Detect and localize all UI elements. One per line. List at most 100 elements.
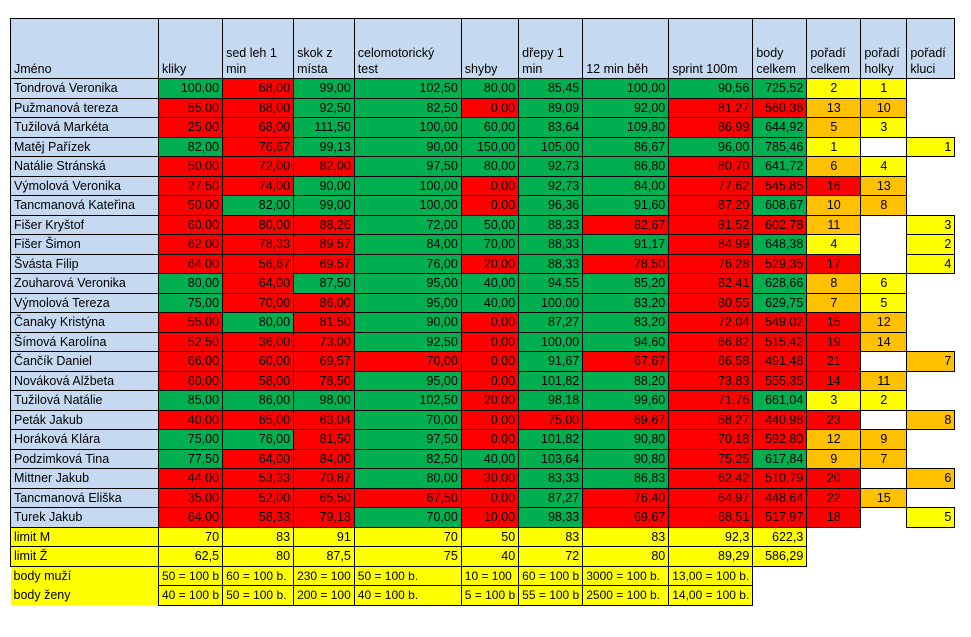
score-cell: 60,00 [157, 214, 224, 235]
score-cell: 80,00 [222, 312, 295, 333]
score-cell: 80,00 [353, 468, 462, 489]
column-header: kliky [157, 18, 224, 79]
limit-row: limit M 70 83 91 70 50 83 83 92,3 622,3 [10, 526, 955, 547]
rank-overall: 21 [806, 351, 862, 372]
column-header: pořadí holky [860, 18, 908, 79]
score-cell: 102,50 [353, 78, 462, 99]
column-header: pořadí celkem [806, 18, 862, 79]
column-header: 12 min běh [582, 18, 670, 79]
score-cell: 100,00 [582, 78, 670, 99]
scoring-rule: 40 = 100 b. [353, 585, 462, 606]
score-cell: 66,82 [668, 331, 754, 352]
score-cell: 99,13 [293, 136, 355, 157]
rank-girls [860, 215, 907, 235]
score-cell: 20,00 [460, 390, 520, 411]
score-cell: 90,00 [353, 312, 462, 333]
student-name: Tužilová Markéta [10, 117, 159, 138]
rank-overall: 12 [806, 429, 862, 450]
score-cell: 75,25 [668, 448, 754, 469]
score-cell: 44,00 [157, 468, 224, 489]
scoring-label: body muží [10, 566, 159, 586]
score-cell: 85,45 [518, 78, 584, 99]
score-cell: 98,33 [518, 507, 584, 528]
scoring-rule: 60 = 100 b [518, 565, 584, 586]
score-cell: 81,50 [293, 429, 355, 450]
column-header: dřepy 1 min [518, 18, 584, 79]
score-cell: 77,62 [668, 175, 754, 196]
score-cell: 70,18 [668, 429, 754, 450]
score-cell: 82,00 [293, 156, 355, 177]
empty-cell [907, 566, 955, 586]
rank-girls: 5 [860, 292, 908, 313]
score-cell: 86,00 [293, 292, 355, 313]
empty-cell [807, 547, 861, 567]
score-cell: 58,33 [222, 507, 295, 528]
score-cell: 82,50 [353, 97, 462, 118]
table-row: Švásta Filip 64,00 56,67 69,57 76,00 20,00 88,… [10, 253, 956, 274]
table-row: Horáková Klára 75,00 76,00 81,50 97,50 0,00 10… [10, 429, 955, 450]
student-name: Tancmanová Kateřina [10, 195, 159, 216]
limit-value: 70 [353, 526, 462, 547]
rank-boys: 1 [906, 136, 956, 157]
table-row: Tancmanová Kateřina 50,00 82,00 99,00 100,00… [10, 195, 955, 216]
score-cell: 27,50 [157, 175, 224, 196]
score-cell: 111,50 [293, 117, 355, 138]
score-cell: 78,50 [293, 370, 355, 391]
rank-boys [906, 78, 955, 98]
rank-girls [860, 254, 907, 274]
score-cell: 82,67 [582, 214, 670, 235]
score-cell: 30,00 [460, 468, 520, 489]
student-name: Nováková Alžbeta [10, 370, 159, 391]
score-cell: 0,00 [460, 429, 520, 450]
table-row: Čanaky Kristýna 55,00 80,00 81,50 90,00 0,00 8… [10, 312, 955, 333]
score-cell: 79,13 [293, 507, 355, 528]
score-cell: 78,50 [582, 253, 670, 274]
score-cell: 515,42 [752, 331, 808, 352]
score-cell: 87,27 [518, 487, 584, 508]
column-header: sprint 100m [668, 18, 754, 79]
table-row: Šímová Karolína 52,50 36,00 73,00 92,50 0,00 1… [10, 331, 955, 352]
scoring-rule: 50 = 100 b [157, 565, 224, 586]
score-cell: 35,00 [157, 487, 224, 508]
score-cell: 641,72 [752, 156, 808, 177]
rank-girls [860, 410, 907, 430]
score-cell: 64,00 [222, 273, 295, 294]
score-cell: 94,55 [518, 273, 584, 294]
rank-girls: 14 [860, 331, 908, 352]
score-cell: 70,00 [353, 409, 462, 430]
student-name: Turek Jakub [10, 507, 159, 528]
limit-value: 89,29 [668, 546, 754, 567]
rank-boys [906, 176, 955, 196]
column-header: sed leh 1 min [222, 18, 295, 79]
score-cell: 64,97 [668, 487, 754, 508]
score-cell: 80,00 [222, 214, 295, 235]
score-cell: 82,00 [157, 136, 224, 157]
rank-girls: 15 [860, 487, 908, 508]
rank-boys: 6 [906, 468, 956, 489]
score-cell: 55,00 [157, 312, 224, 333]
score-cell: 62,00 [157, 234, 224, 255]
score-cell: 50,00 [460, 214, 520, 235]
score-cell: 83,33 [518, 468, 584, 489]
score-cell: 87,20 [668, 195, 754, 216]
score-cell: 560,36 [752, 97, 808, 118]
table-row: Pužmanová tereza 55,00 68,00 92,50 82,50 0,00… [10, 97, 955, 118]
scoring-rule: 200 = 100 [293, 585, 355, 606]
column-header: celomotorický test [353, 18, 462, 79]
score-cell: 440,98 [752, 409, 808, 430]
rank-overall: 13 [806, 97, 862, 118]
table-row: Tužilová Natálie 85,00 86,00 98,00 102,50 20,… [10, 390, 955, 411]
rank-girls: 4 [860, 156, 908, 177]
score-cell: 64,00 [157, 253, 224, 274]
limit-value: 70 [157, 526, 224, 547]
scoring-rule: 10 = 100 [460, 565, 520, 586]
score-cell: 65,00 [222, 409, 295, 430]
score-cell: 58,00 [222, 370, 295, 391]
table-row: Nováková Alžbeta 60,00 58,00 78,50 95,00 0,00… [10, 370, 955, 391]
score-cell: 50,00 [157, 195, 224, 216]
rank-boys: 2 [906, 234, 956, 255]
scoring-rule: 5 = 100 b [460, 585, 520, 606]
rank-overall: 9 [806, 448, 862, 469]
score-cell: 80,00 [460, 156, 520, 177]
score-cell: 40,00 [460, 292, 520, 313]
